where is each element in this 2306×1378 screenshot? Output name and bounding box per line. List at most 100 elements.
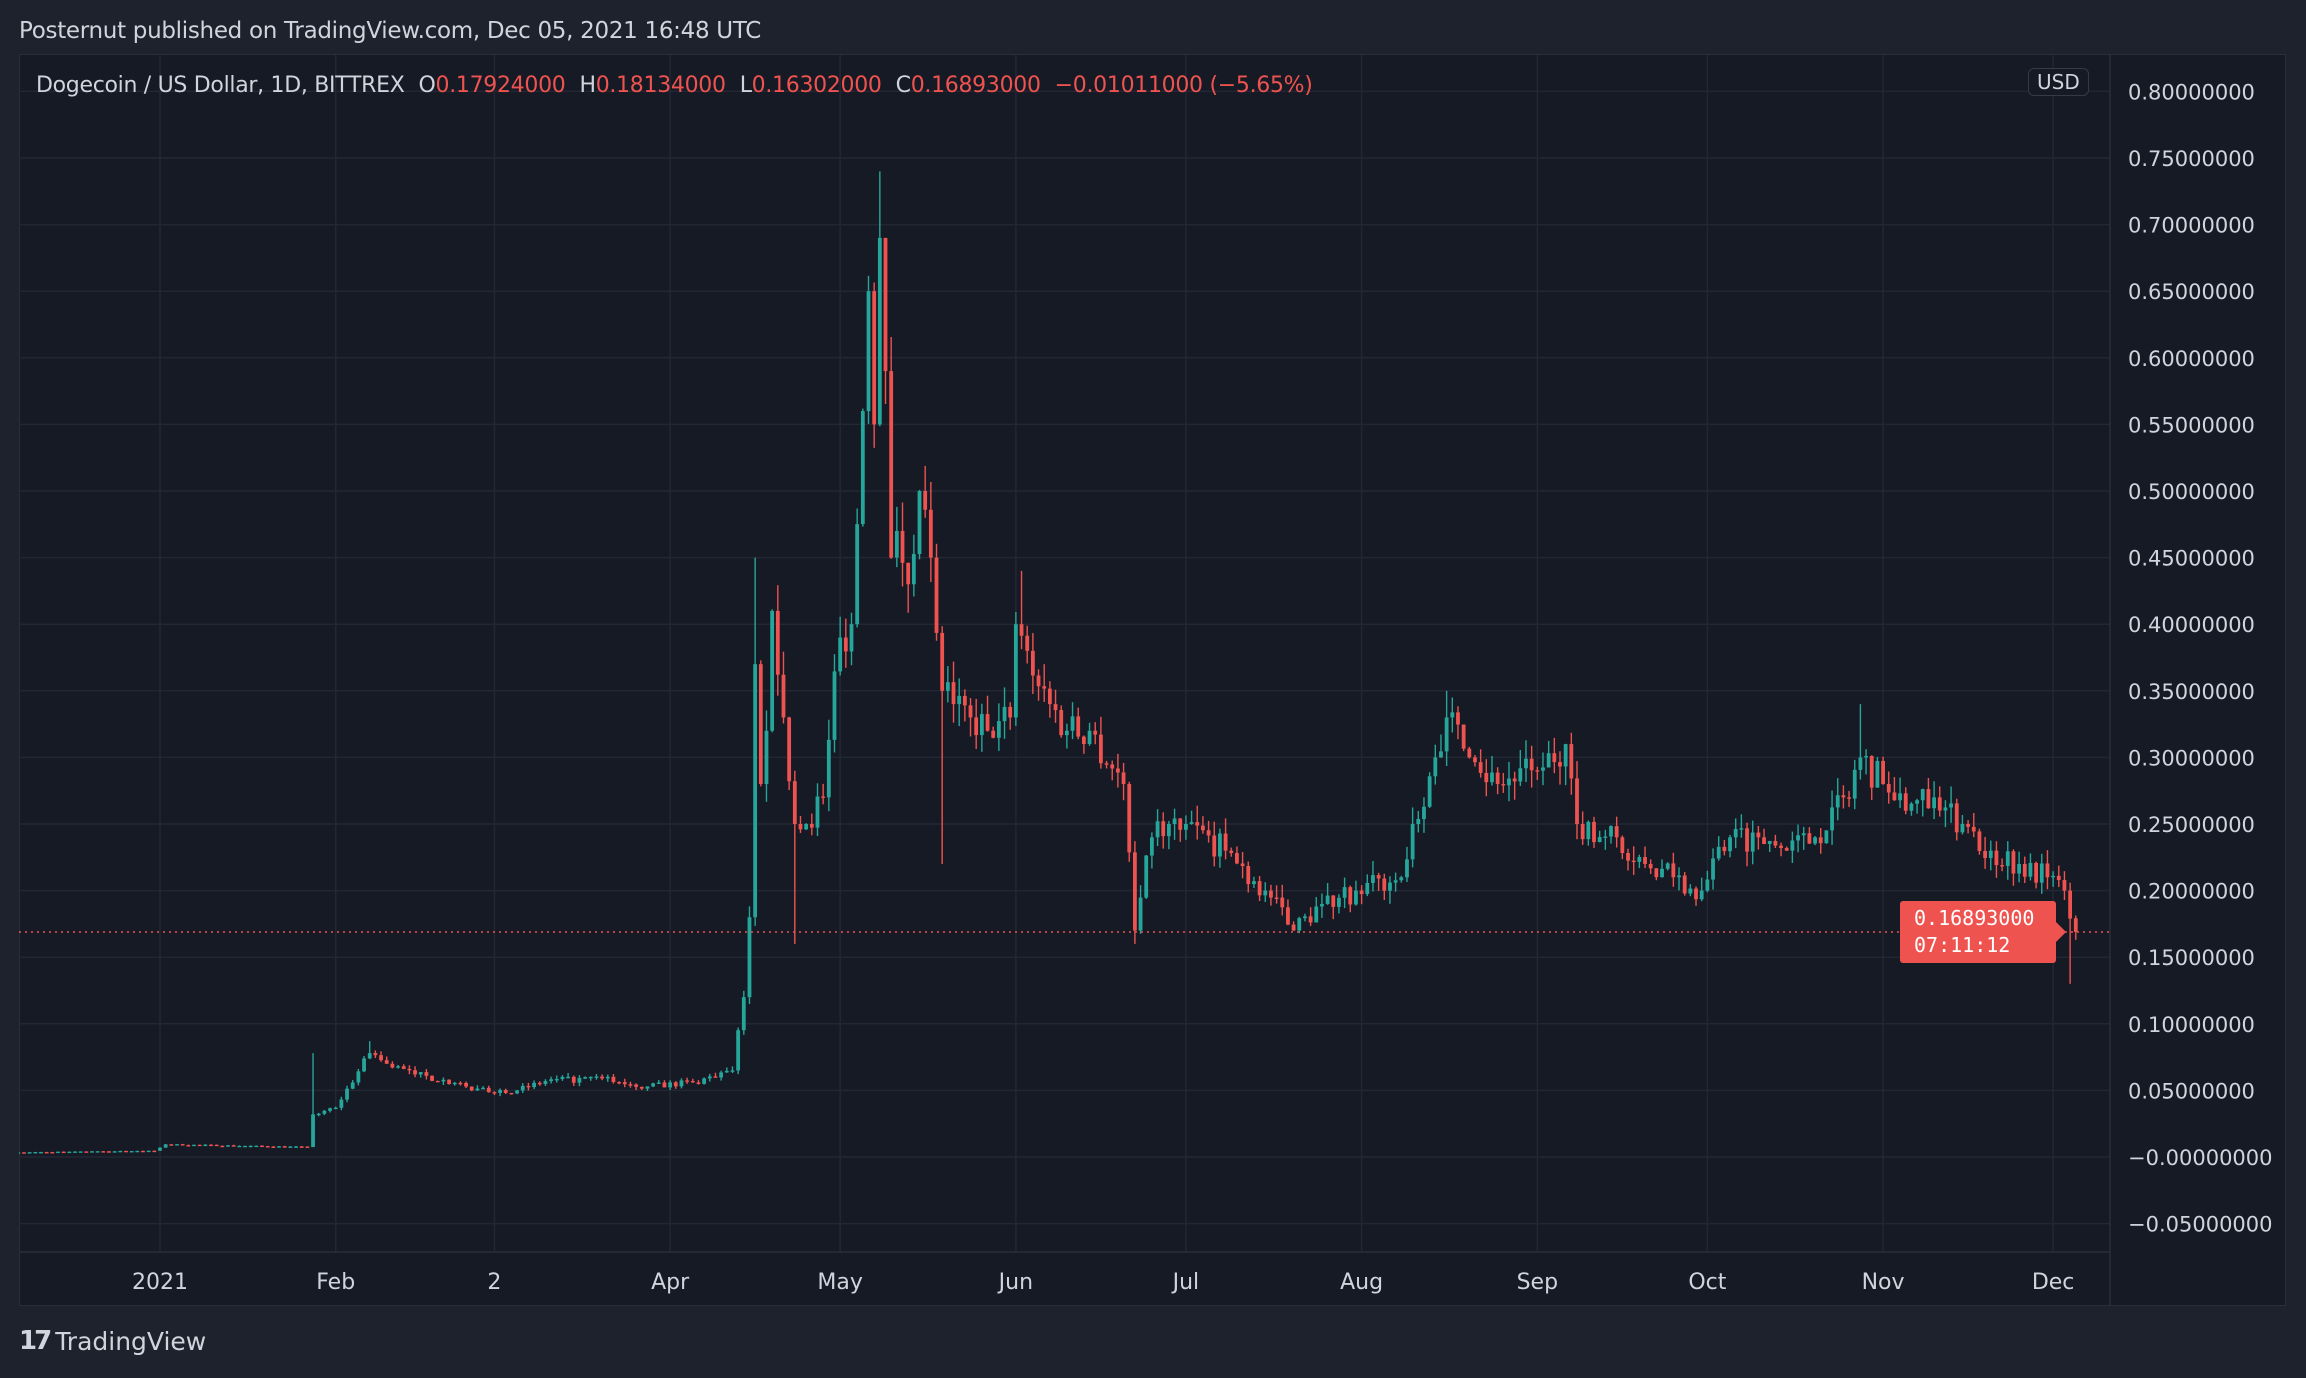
candle-down: [792, 781, 797, 824]
candle-up: [860, 411, 865, 525]
high-label: H: [579, 73, 596, 98]
candle-down: [685, 1080, 690, 1082]
candle-down: [430, 1075, 434, 1081]
grid-lines: [19, 55, 2110, 1252]
candle-down: [1971, 826, 1976, 832]
candle-down: [1178, 818, 1183, 830]
candle-up: [1303, 916, 1307, 919]
candle-down: [509, 1092, 514, 1095]
candle-up: [1637, 857, 1642, 862]
candle-up: [549, 1079, 553, 1082]
time-axis[interactable]: 2021 Feb 2 Apr May Jun Jul Aug Sep Oct Nov Dec: [132, 1270, 2074, 1295]
candle-up: [651, 1083, 656, 1087]
candle-down: [413, 1070, 417, 1075]
candle-down: [1903, 793, 1908, 811]
candle-up: [1365, 883, 1370, 895]
candle-down: [1161, 821, 1166, 837]
candle-down: [690, 1081, 695, 1083]
candle-up: [1750, 832, 1755, 852]
candle-down: [1558, 762, 1562, 767]
candle-down: [271, 1146, 276, 1148]
candle-down: [22, 1152, 26, 1154]
candle-down: [265, 1146, 270, 1148]
candle-up: [175, 1144, 179, 1146]
candle-down: [1098, 734, 1103, 764]
candle-up: [945, 682, 950, 691]
candle-up: [1342, 887, 1347, 898]
candle-up: [894, 530, 899, 558]
candle-down: [1484, 772, 1489, 783]
candle-up: [1490, 772, 1494, 783]
candle-up: [554, 1078, 559, 1081]
candle-up: [1733, 828, 1738, 838]
candle-down: [1552, 753, 1557, 763]
candle-down: [923, 491, 928, 510]
candle-up: [1013, 624, 1018, 718]
chart-frame[interactable]: [19, 54, 2286, 1306]
candle-up: [2039, 863, 2044, 883]
candle-up: [294, 1146, 298, 1148]
candle-down: [617, 1081, 622, 1084]
candle-up: [1297, 918, 1302, 931]
price-tick-label: 0.25000000: [2128, 813, 2255, 837]
candle-down: [447, 1079, 451, 1084]
candle-down: [492, 1092, 497, 1094]
candle-down: [1626, 852, 1630, 861]
price-tick-label: 0.30000000: [2128, 746, 2255, 770]
candle-up: [1597, 837, 1602, 843]
candle-up: [254, 1145, 259, 1148]
candle-down: [50, 1152, 55, 1154]
symbol-title[interactable]: Dogecoin / US Dollar, 1D, BITTREX: [36, 73, 405, 98]
candle-down: [231, 1145, 236, 1147]
candle-up: [583, 1077, 587, 1079]
bar-countdown: 07:11:12: [1914, 933, 2011, 957]
candle-down: [673, 1082, 678, 1087]
candle-up: [979, 714, 984, 736]
candle-up: [1064, 730, 1069, 736]
tradingview-footer[interactable]: 17 TradingView: [19, 1326, 206, 1356]
candle-down: [373, 1053, 378, 1056]
candle-up: [588, 1076, 593, 1079]
candle-up: [1320, 903, 1324, 907]
candle-up: [1728, 837, 1732, 852]
candle-up: [741, 997, 746, 1031]
candle-down: [634, 1084, 639, 1087]
time-tick-label: Dec: [2032, 1270, 2075, 1295]
candle-up: [226, 1145, 230, 1147]
candle-up: [1450, 712, 1455, 718]
candle-up: [1388, 882, 1392, 891]
price-axis[interactable]: 0.80000000 0.75000000 0.70000000 0.65000000…: [2128, 80, 2273, 1236]
price-tick-label: 0.70000000: [2128, 214, 2255, 238]
candle-down: [2068, 890, 2073, 919]
candle-down: [1331, 895, 1336, 907]
candle-up: [192, 1144, 196, 1147]
candle-down: [1575, 778, 1579, 824]
candle-up: [1875, 760, 1880, 788]
candle-down: [458, 1082, 463, 1085]
candle-down: [900, 530, 905, 563]
candle-down: [1042, 686, 1047, 689]
candle-up: [1138, 897, 1143, 931]
candle-up: [1563, 744, 1568, 767]
candle-up: [1660, 868, 1664, 878]
candle-down: [1886, 784, 1891, 793]
candle-down: [1280, 897, 1285, 908]
candle-up: [849, 624, 854, 652]
candle-down: [934, 557, 939, 633]
time-tick-label: Oct: [1688, 1270, 1726, 1295]
price-tick-label: 0.10000000: [2128, 1013, 2255, 1037]
candle-down: [282, 1146, 287, 1148]
candle-down: [1779, 845, 1783, 849]
candle-up: [163, 1144, 168, 1148]
candle-up: [804, 824, 809, 830]
candle-up: [129, 1151, 134, 1153]
candle-down: [1773, 840, 1778, 846]
currency-badge[interactable]: USD: [2028, 68, 2089, 96]
candle-up: [39, 1152, 43, 1154]
candle-up: [1813, 837, 1817, 844]
candle-up: [679, 1080, 684, 1087]
time-tick-label: 2021: [132, 1270, 188, 1295]
candle-down: [124, 1150, 128, 1153]
candle-down: [1671, 863, 1676, 878]
